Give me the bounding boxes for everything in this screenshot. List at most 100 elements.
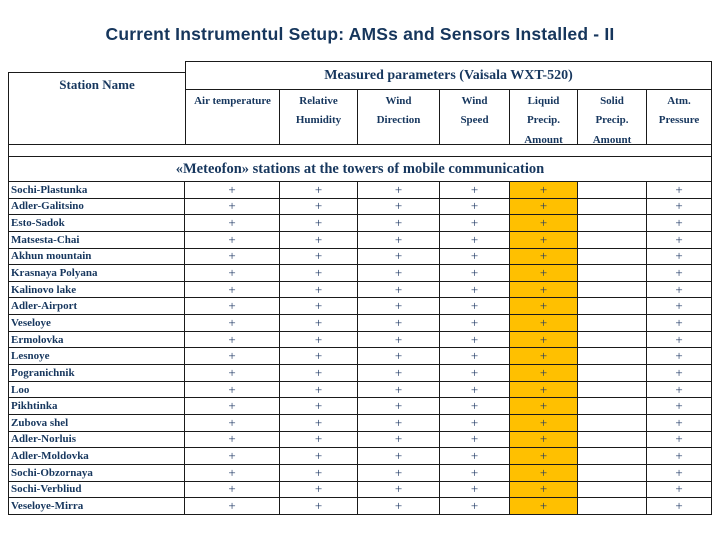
station-name-cell: Zubova shel [8,414,185,432]
column-header: Air temperature [185,90,280,145]
mark-cell: + [510,415,578,432]
mark-cell: + [647,481,712,499]
column-header: Solid Precip. Amount [578,90,647,146]
mark-cell: + [510,182,578,199]
mark-cell: + [510,481,578,499]
header-filler [8,61,185,72]
station-name-cell: Esto-Sadok [8,215,185,232]
mark-cell: + [185,298,280,316]
mark-cell: + [185,248,280,266]
mark-cell: + [185,198,280,216]
mark-cell: + [647,365,712,382]
mark-cell: + [440,298,510,316]
mark-cell: + [647,382,712,399]
mark-cell: + [647,232,712,249]
mark-cell: + [280,232,358,249]
mark-cell: + [647,282,712,299]
mark-cell [578,481,647,499]
mark-cell: + [358,448,440,465]
mark-cell: + [510,215,578,232]
station-name-cell: Adler-Galitsino [8,198,185,216]
mark-cell: + [510,265,578,282]
mark-cell [578,448,647,465]
mark-cell: + [647,332,712,349]
mark-cell: + [440,332,510,349]
mark-cell: + [358,498,440,515]
station-name-header: Station Name [8,72,185,145]
mark-cell [578,464,647,482]
station-name-cell: Veseloye-Mirra [8,498,185,515]
mark-cell: + [185,398,280,415]
mark-cell: + [647,448,712,465]
mark-cell: + [280,315,358,332]
mark-cell: + [510,498,578,515]
mark-cell [578,315,647,332]
mark-cell: + [647,215,712,232]
mark-cell: + [185,415,280,432]
mark-cell: + [510,398,578,415]
mark-cell: + [440,315,510,332]
mark-cell: + [280,298,358,316]
mark-cell: + [358,298,440,316]
mark-cell: + [647,198,712,216]
mark-cell: + [647,498,712,515]
mark-cell: + [280,198,358,216]
mark-cell: + [358,248,440,266]
mark-cell: + [358,431,440,449]
station-name-cell: Loo [8,381,185,399]
mark-cell [578,431,647,449]
station-name-cell: Ermolovka [8,331,185,349]
mark-cell: + [440,481,510,499]
station-name-cell: Sochi-Verbliud [8,481,185,499]
mark-cell [578,182,647,199]
mark-cell: + [358,332,440,349]
mark-cell: + [647,298,712,316]
mark-cell: + [280,332,358,349]
mark-cell: + [440,415,510,432]
mark-cell [578,265,647,282]
mark-cell: + [280,182,358,199]
mark-cell: + [185,465,280,482]
mark-cell: + [280,365,358,382]
mark-cell: + [440,248,510,266]
mark-cell: + [440,232,510,249]
mark-cell: + [185,448,280,465]
column-header: Liquid Precip. Amount [510,90,578,146]
mark-cell: + [280,498,358,515]
mark-cell: + [358,282,440,299]
mark-cell: + [185,481,280,499]
station-name-cell: Pikhtinka [8,398,185,415]
page-title: Current Instrumentul Setup: AMSs and Sen… [105,24,615,44]
mark-cell [578,231,647,249]
mark-cell: + [358,382,440,399]
mark-cell: + [185,365,280,382]
mark-cell: + [440,365,510,382]
mark-cell: + [358,182,440,199]
column-header: Atm. Pressure [647,90,712,145]
mark-cell: + [647,415,712,432]
mark-cell: + [280,215,358,232]
mark-cell: + [185,348,280,366]
column-header: Wind Speed [440,90,510,145]
mark-cell: + [185,315,280,332]
mark-cell: + [358,481,440,499]
mark-cell: + [280,348,358,366]
mark-cell: + [647,315,712,332]
mark-cell: + [280,448,358,465]
mark-cell: + [647,248,712,266]
mark-cell: + [510,431,578,449]
mark-cell: + [510,332,578,349]
mark-cell: + [510,348,578,366]
mark-cell [578,331,647,349]
mark-cell: + [280,382,358,399]
measured-parameters-header: Measured parameters (Vaisala WXT-520) [185,61,712,90]
mark-cell [578,298,647,316]
mark-cell: + [185,431,280,449]
mark-cell: + [358,232,440,249]
mark-cell [578,248,647,266]
station-name-cell: Akhun mountain [8,248,185,266]
mark-cell: + [510,248,578,266]
mark-cell: + [510,365,578,382]
mark-cell: + [440,465,510,482]
